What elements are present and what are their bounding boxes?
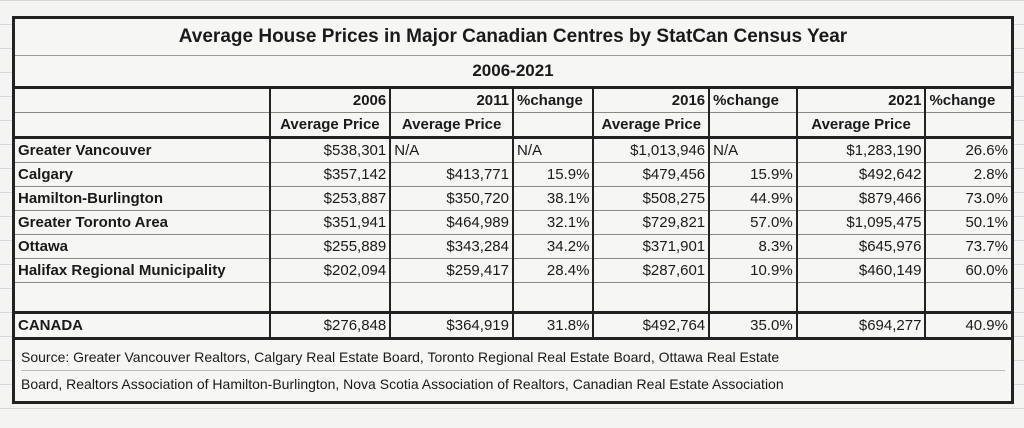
- table-cell: $351,941: [268, 210, 391, 235]
- table-cell: $287,601: [592, 258, 710, 283]
- table-cell: $259,417: [389, 258, 513, 283]
- table-cell: $276,848: [268, 312, 391, 340]
- table-row: Halifax Regional Municipality $202,094 $25…: [15, 258, 1011, 283]
- table-row: Average Price Average Price Average Price A…: [15, 112, 1011, 139]
- table-cell: $350,720: [389, 186, 513, 211]
- table-cell: $492,642: [795, 162, 926, 187]
- table-cell: %change: [511, 89, 594, 113]
- table-row: Greater Toronto Area $351,941 $464,989 32.1…: [15, 210, 1011, 235]
- table-cell: 73.7%: [924, 234, 1011, 259]
- row-label: [15, 89, 270, 113]
- source-note: Source: Greater Vancouver Realtors, Calg…: [15, 340, 1011, 401]
- table-cell: $343,284: [389, 234, 513, 259]
- table-cell: 2021: [795, 89, 926, 113]
- table-cell: $364,919: [389, 312, 513, 340]
- table-cell: 15.9%: [511, 162, 594, 187]
- table-cell: $460,149: [795, 258, 926, 283]
- table-cell: $729,821: [592, 210, 710, 235]
- table-cell: $371,901: [592, 234, 710, 259]
- table-cell: Average Price: [795, 112, 926, 139]
- row-label: Calgary: [15, 162, 270, 187]
- table-cell: $879,466: [795, 186, 926, 211]
- table-cell: [268, 282, 391, 314]
- table-row: Calgary $357,142 $413,771 15.9% $479,456 15.9…: [15, 162, 1011, 187]
- table-cell: [15, 282, 270, 314]
- table-cell: [592, 282, 710, 314]
- table-cell: Average Price: [389, 112, 513, 139]
- table-cell: $508,275: [592, 186, 710, 211]
- table-cell: N/A: [389, 137, 513, 163]
- table-cell: 34.2%: [511, 234, 594, 259]
- table-row: CANADA $276,848 $364,919 31.8% $492,764 35.0%…: [15, 312, 1011, 340]
- source-line: Board, Realtors Association of Hamilton-…: [21, 376, 784, 392]
- table-cell: [708, 112, 797, 139]
- table-cell: 28.4%: [511, 258, 594, 283]
- table-cell: 26.6%: [924, 137, 1011, 163]
- table-cell: 2011: [389, 89, 513, 113]
- table-cell: [511, 282, 594, 314]
- table-cell: 57.0%: [708, 210, 797, 235]
- table-cell: 2006: [268, 89, 391, 113]
- table-cell: 35.0%: [708, 312, 797, 340]
- source-line: Source: Greater Vancouver Realtors, Calg…: [21, 344, 1005, 371]
- table-cell: 8.3%: [708, 234, 797, 259]
- table-cell: 32.1%: [511, 210, 594, 235]
- table-cell: $694,277: [795, 312, 926, 340]
- table-cell: 60.0%: [924, 258, 1011, 283]
- table-cell: $645,976: [795, 234, 926, 259]
- table-cell: %change: [924, 89, 1011, 113]
- row-label: Hamilton-Burlington: [15, 186, 270, 211]
- table-row: Hamilton-Burlington $253,887 $350,720 38.1%…: [15, 186, 1011, 211]
- table-title: Average House Prices in Major Canadian C…: [15, 19, 1011, 56]
- row-label: Greater Toronto Area: [15, 210, 270, 235]
- table-cell: $464,989: [389, 210, 513, 235]
- table-cell: Average Price: [592, 112, 710, 139]
- table-row: Ottawa $255,889 $343,284 34.2% $371,901 8.3% $…: [15, 234, 1011, 259]
- table-cell: 40.9%: [924, 312, 1011, 340]
- table-cell: $413,771: [389, 162, 513, 187]
- row-label: Halifax Regional Municipality: [15, 258, 270, 283]
- table-cell: $479,456: [592, 162, 710, 187]
- table-cell: [511, 112, 594, 139]
- row-label: Ottawa: [15, 234, 270, 259]
- table-cell: [924, 112, 1011, 139]
- table-cell: 2.8%: [924, 162, 1011, 187]
- table-cell: %change: [708, 89, 797, 113]
- table-cell: $255,889: [268, 234, 391, 259]
- table-cell: [708, 282, 797, 314]
- table-cell: 2016: [592, 89, 710, 113]
- table-row: 2006 2011 %change 2016 %change 2021 %change: [15, 89, 1011, 113]
- price-table: 2006 2011 %change 2016 %change 2021 %change Ave…: [15, 89, 1011, 340]
- table-cell: N/A: [511, 137, 594, 163]
- price-table-container: Average House Prices in Major Canadian C…: [12, 16, 1014, 404]
- table-cell: N/A: [708, 137, 797, 163]
- table-cell: $538,301: [268, 137, 391, 163]
- table-cell: [795, 282, 926, 314]
- table-cell: 10.9%: [708, 258, 797, 283]
- table-cell: $357,142: [268, 162, 391, 187]
- row-label: CANADA: [15, 312, 270, 340]
- table-cell: $202,094: [268, 258, 391, 283]
- table-cell: [389, 282, 513, 314]
- table-cell: 44.9%: [708, 186, 797, 211]
- table-cell: 31.8%: [511, 312, 594, 340]
- table-cell: 50.1%: [924, 210, 1011, 235]
- table-cell: [924, 282, 1011, 314]
- blank-row: [15, 282, 1011, 314]
- table-cell: 73.0%: [924, 186, 1011, 211]
- table-subtitle: 2006-2021: [15, 56, 1011, 89]
- table-cell: $253,887: [268, 186, 391, 211]
- table-cell: $1,095,475: [795, 210, 926, 235]
- row-label: [15, 112, 270, 139]
- table-cell: 38.1%: [511, 186, 594, 211]
- table-cell: $1,283,190: [795, 137, 926, 163]
- table-cell: $492,764: [592, 312, 710, 340]
- table-row: Greater Vancouver $538,301 N/A N/A $1,013,94…: [15, 137, 1011, 163]
- row-label: Greater Vancouver: [15, 137, 270, 163]
- table-cell: Average Price: [268, 112, 391, 139]
- table-cell: 15.9%: [708, 162, 797, 187]
- table-cell: $1,013,946: [592, 137, 710, 163]
